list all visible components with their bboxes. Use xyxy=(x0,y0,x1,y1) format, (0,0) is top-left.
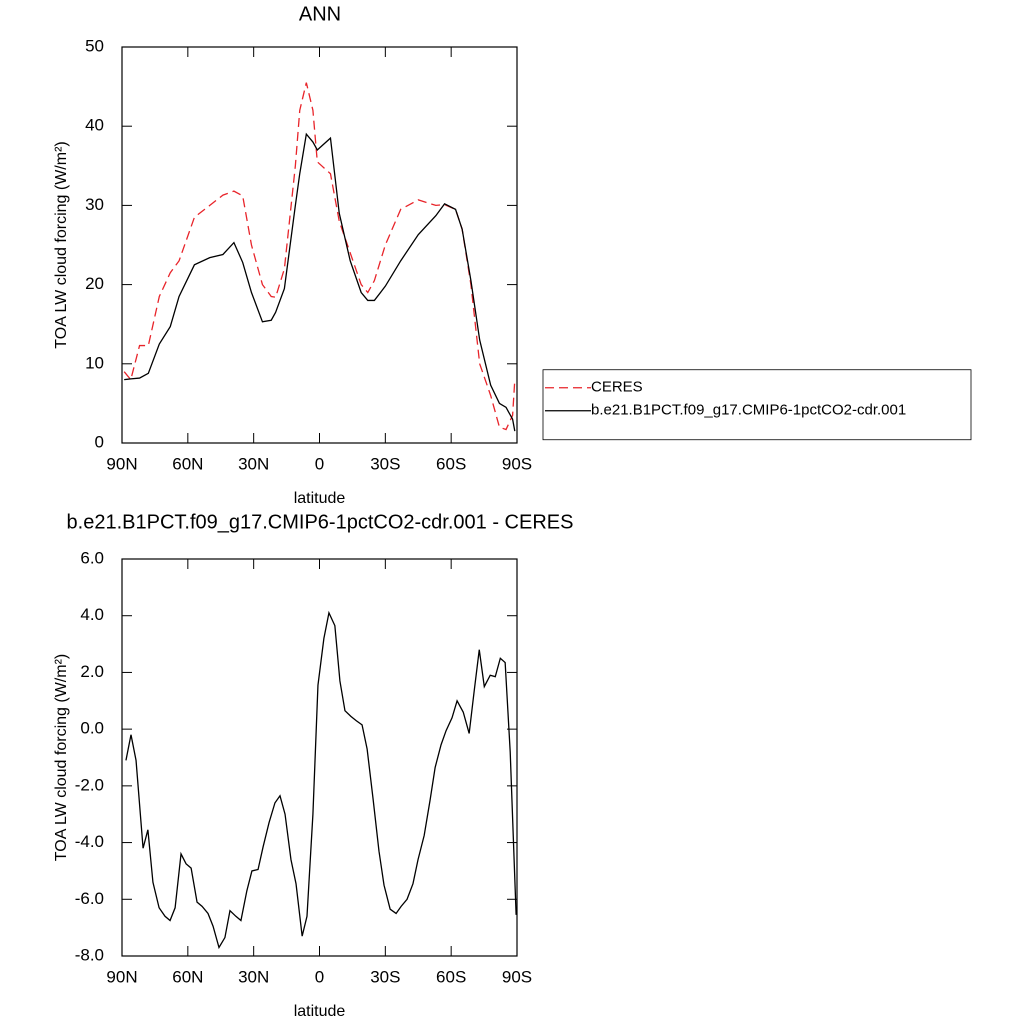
x-tick-label: 90S xyxy=(502,454,532,473)
y-tick-label: 30 xyxy=(85,195,104,214)
x-tick-label: 90N xyxy=(106,967,137,986)
plot-frame xyxy=(121,558,518,957)
y-tick-label: 0.0 xyxy=(80,719,104,738)
x-tick-label: 60N xyxy=(172,967,203,986)
x-tick-label: 0 xyxy=(315,454,324,473)
y-tick-label: 10 xyxy=(85,353,104,372)
y-tick-label: -4.0 xyxy=(75,832,104,851)
x-tick-label: 90S xyxy=(502,967,532,986)
x-tick-label: 60S xyxy=(436,454,466,473)
y-tick-label: 40 xyxy=(85,116,104,135)
x-tick-label: 30N xyxy=(238,454,269,473)
x-tick-label: 30S xyxy=(370,454,400,473)
x-tick-label: 30S xyxy=(370,967,400,986)
y-axis-label: TOA LW cloud forcing (W/m²) xyxy=(53,141,70,348)
x-axis-label: latitude xyxy=(294,490,346,507)
data-line xyxy=(123,82,516,431)
y-tick-label: 0 xyxy=(95,432,104,451)
x-tick-label: 60S xyxy=(436,967,466,986)
y-tick-label: 6.0 xyxy=(80,548,104,567)
legend-box xyxy=(542,369,972,441)
y-tick-label: 20 xyxy=(85,274,104,293)
y-tick-label: 4.0 xyxy=(80,605,104,624)
chart-title: b.e21.B1PCT.f09_g17.CMIP6-1pctCO2-cdr.00… xyxy=(67,511,574,533)
y-tick-label: 50 xyxy=(85,36,104,55)
y-tick-label: -8.0 xyxy=(75,945,104,964)
x-tick-label: 60N xyxy=(172,454,203,473)
legend-label: CERES xyxy=(591,379,643,396)
data-line xyxy=(124,132,516,432)
x-tick-label: 30N xyxy=(238,967,269,986)
y-tick-label: -6.0 xyxy=(75,889,104,908)
chart-title: ANN xyxy=(299,3,341,25)
y-tick-label: 2.0 xyxy=(80,662,104,681)
x-axis-label: latitude xyxy=(294,1003,346,1020)
x-tick-label: 90N xyxy=(106,454,137,473)
legend-label: b.e21.B1PCT.f09_g17.CMIP6-1pctCO2-cdr.00… xyxy=(591,402,906,419)
y-axis-label: TOA LW cloud forcing (W/m²) xyxy=(53,654,70,861)
y-tick-label: -2.0 xyxy=(75,775,104,794)
x-tick-label: 0 xyxy=(315,967,324,986)
plot-frame xyxy=(121,46,518,444)
data-line xyxy=(125,610,517,950)
